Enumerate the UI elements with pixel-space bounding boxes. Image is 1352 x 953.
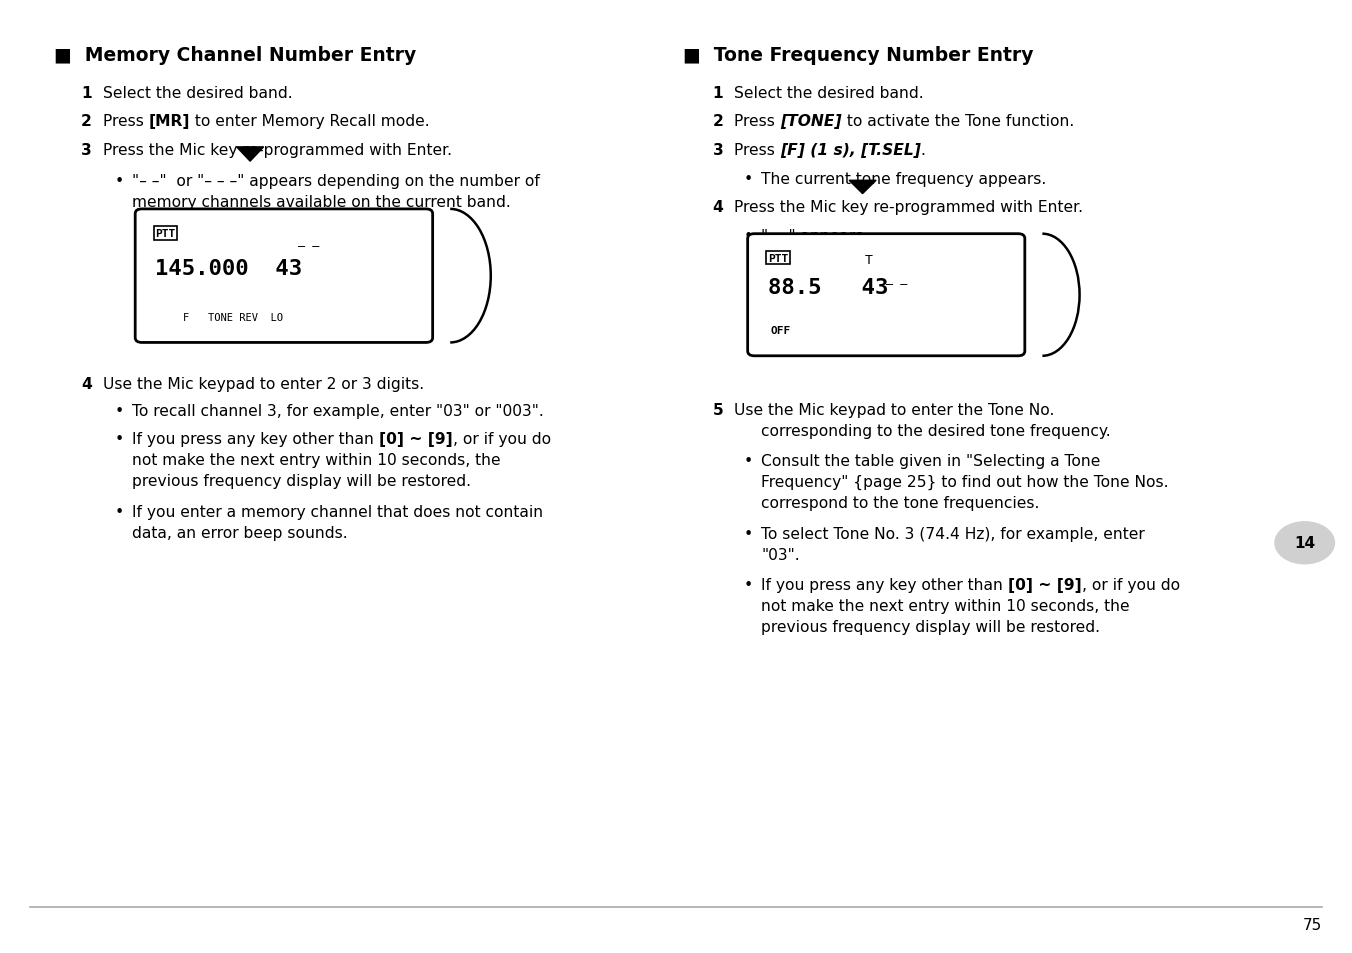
Text: "– –"  or "– – –" appears depending on the number of: "– –" or "– – –" appears depending on th… [132,173,541,189]
Text: •: • [115,432,124,447]
Text: ■  Memory Channel Number Entry: ■ Memory Channel Number Entry [54,46,416,65]
Text: OFF: OFF [771,326,791,335]
Text: •: • [744,172,753,187]
Text: Select the desired band.: Select the desired band. [103,86,292,101]
Text: Press the Mic key re-programmed with Enter.: Press the Mic key re-programmed with Ent… [103,143,452,158]
Text: 75: 75 [1303,917,1322,932]
Text: [0] ~ [9]: [0] ~ [9] [1009,578,1082,593]
Text: T: T [865,253,873,267]
Text: 3: 3 [713,143,723,158]
Text: not make the next entry within 10 seconds, the: not make the next entry within 10 second… [132,453,502,468]
Text: Consult the table given in "Selecting a Tone: Consult the table given in "Selecting a … [761,454,1101,469]
Text: 4: 4 [713,200,723,215]
Text: •: • [115,173,124,189]
Text: [0] ~ [9]: [0] ~ [9] [380,432,453,447]
Text: to enter Memory Recall mode.: to enter Memory Recall mode. [191,114,430,130]
Text: Use the Mic keypad to enter the Tone No.: Use the Mic keypad to enter the Tone No. [734,402,1055,417]
Text: •: • [744,229,753,244]
Text: 3: 3 [81,143,92,158]
Text: Press: Press [734,143,780,158]
Text: •: • [744,578,753,593]
Text: Press: Press [734,114,780,130]
Text: previous frequency display will be restored.: previous frequency display will be resto… [761,619,1101,635]
Text: , or if you do: , or if you do [453,432,552,447]
Text: To select Tone No. 3 (74.4 Hz), for example, enter: To select Tone No. 3 (74.4 Hz), for exam… [761,526,1145,541]
Text: •: • [115,404,124,419]
Text: 1: 1 [713,86,723,101]
Text: – –: – – [297,240,319,253]
Text: PTT: PTT [768,253,788,263]
Text: If you press any key other than: If you press any key other than [132,432,380,447]
Text: [TONE]: [TONE] [780,114,841,130]
FancyBboxPatch shape [748,234,1025,356]
Text: 88.5   43: 88.5 43 [768,278,888,297]
FancyBboxPatch shape [135,210,433,343]
Text: The current tone frequency appears.: The current tone frequency appears. [761,172,1046,187]
Text: ■  Tone Frequency Number Entry: ■ Tone Frequency Number Entry [683,46,1033,65]
Text: F   TONE REV  LO: F TONE REV LO [183,313,283,322]
Text: [MR]: [MR] [149,114,191,130]
Text: 2: 2 [713,114,723,130]
Text: "– –" appears.: "– –" appears. [761,229,868,244]
Text: PTT: PTT [155,229,176,238]
Text: 5: 5 [713,402,723,417]
Text: corresponding to the desired tone frequency.: corresponding to the desired tone freque… [761,423,1111,438]
Text: previous frequency display will be restored.: previous frequency display will be resto… [132,474,472,489]
Text: 145.000  43: 145.000 43 [155,259,303,278]
Text: – –: – – [887,277,907,291]
Text: memory channels available on the current band.: memory channels available on the current… [132,194,511,210]
Text: , or if you do: , or if you do [1082,578,1180,593]
Text: 2: 2 [81,114,92,130]
Text: Press the Mic key re-programmed with Enter.: Press the Mic key re-programmed with Ent… [734,200,1083,215]
Text: Select the desired band.: Select the desired band. [734,86,923,101]
Text: 1: 1 [81,86,92,101]
Text: to activate the Tone function.: to activate the Tone function. [841,114,1073,130]
Text: If you enter a memory channel that does not contain: If you enter a memory channel that does … [132,504,544,519]
Text: not make the next entry within 10 seconds, the: not make the next entry within 10 second… [761,598,1130,614]
Text: Frequency" {page 25} to find out how the Tone Nos.: Frequency" {page 25} to find out how the… [761,475,1168,490]
Text: [F] (1 s), [T.SEL]: [F] (1 s), [T.SEL] [780,143,921,158]
Polygon shape [849,181,876,194]
Text: .: . [921,143,926,158]
Text: data, an error beep sounds.: data, an error beep sounds. [132,525,347,540]
Text: correspond to the tone frequencies.: correspond to the tone frequencies. [761,496,1040,511]
Text: 14: 14 [1294,536,1315,551]
Text: To recall channel 3, for example, enter "03" or "003".: To recall channel 3, for example, enter … [132,404,545,419]
Text: If you press any key other than: If you press any key other than [761,578,1009,593]
Polygon shape [237,148,264,162]
Text: Press: Press [103,114,149,130]
Circle shape [1275,522,1334,564]
Text: •: • [744,526,753,541]
Text: Use the Mic keypad to enter 2 or 3 digits.: Use the Mic keypad to enter 2 or 3 digit… [103,376,425,392]
Text: "03".: "03". [761,547,800,562]
Text: •: • [744,454,753,469]
Text: 4: 4 [81,376,92,392]
Text: •: • [115,504,124,519]
